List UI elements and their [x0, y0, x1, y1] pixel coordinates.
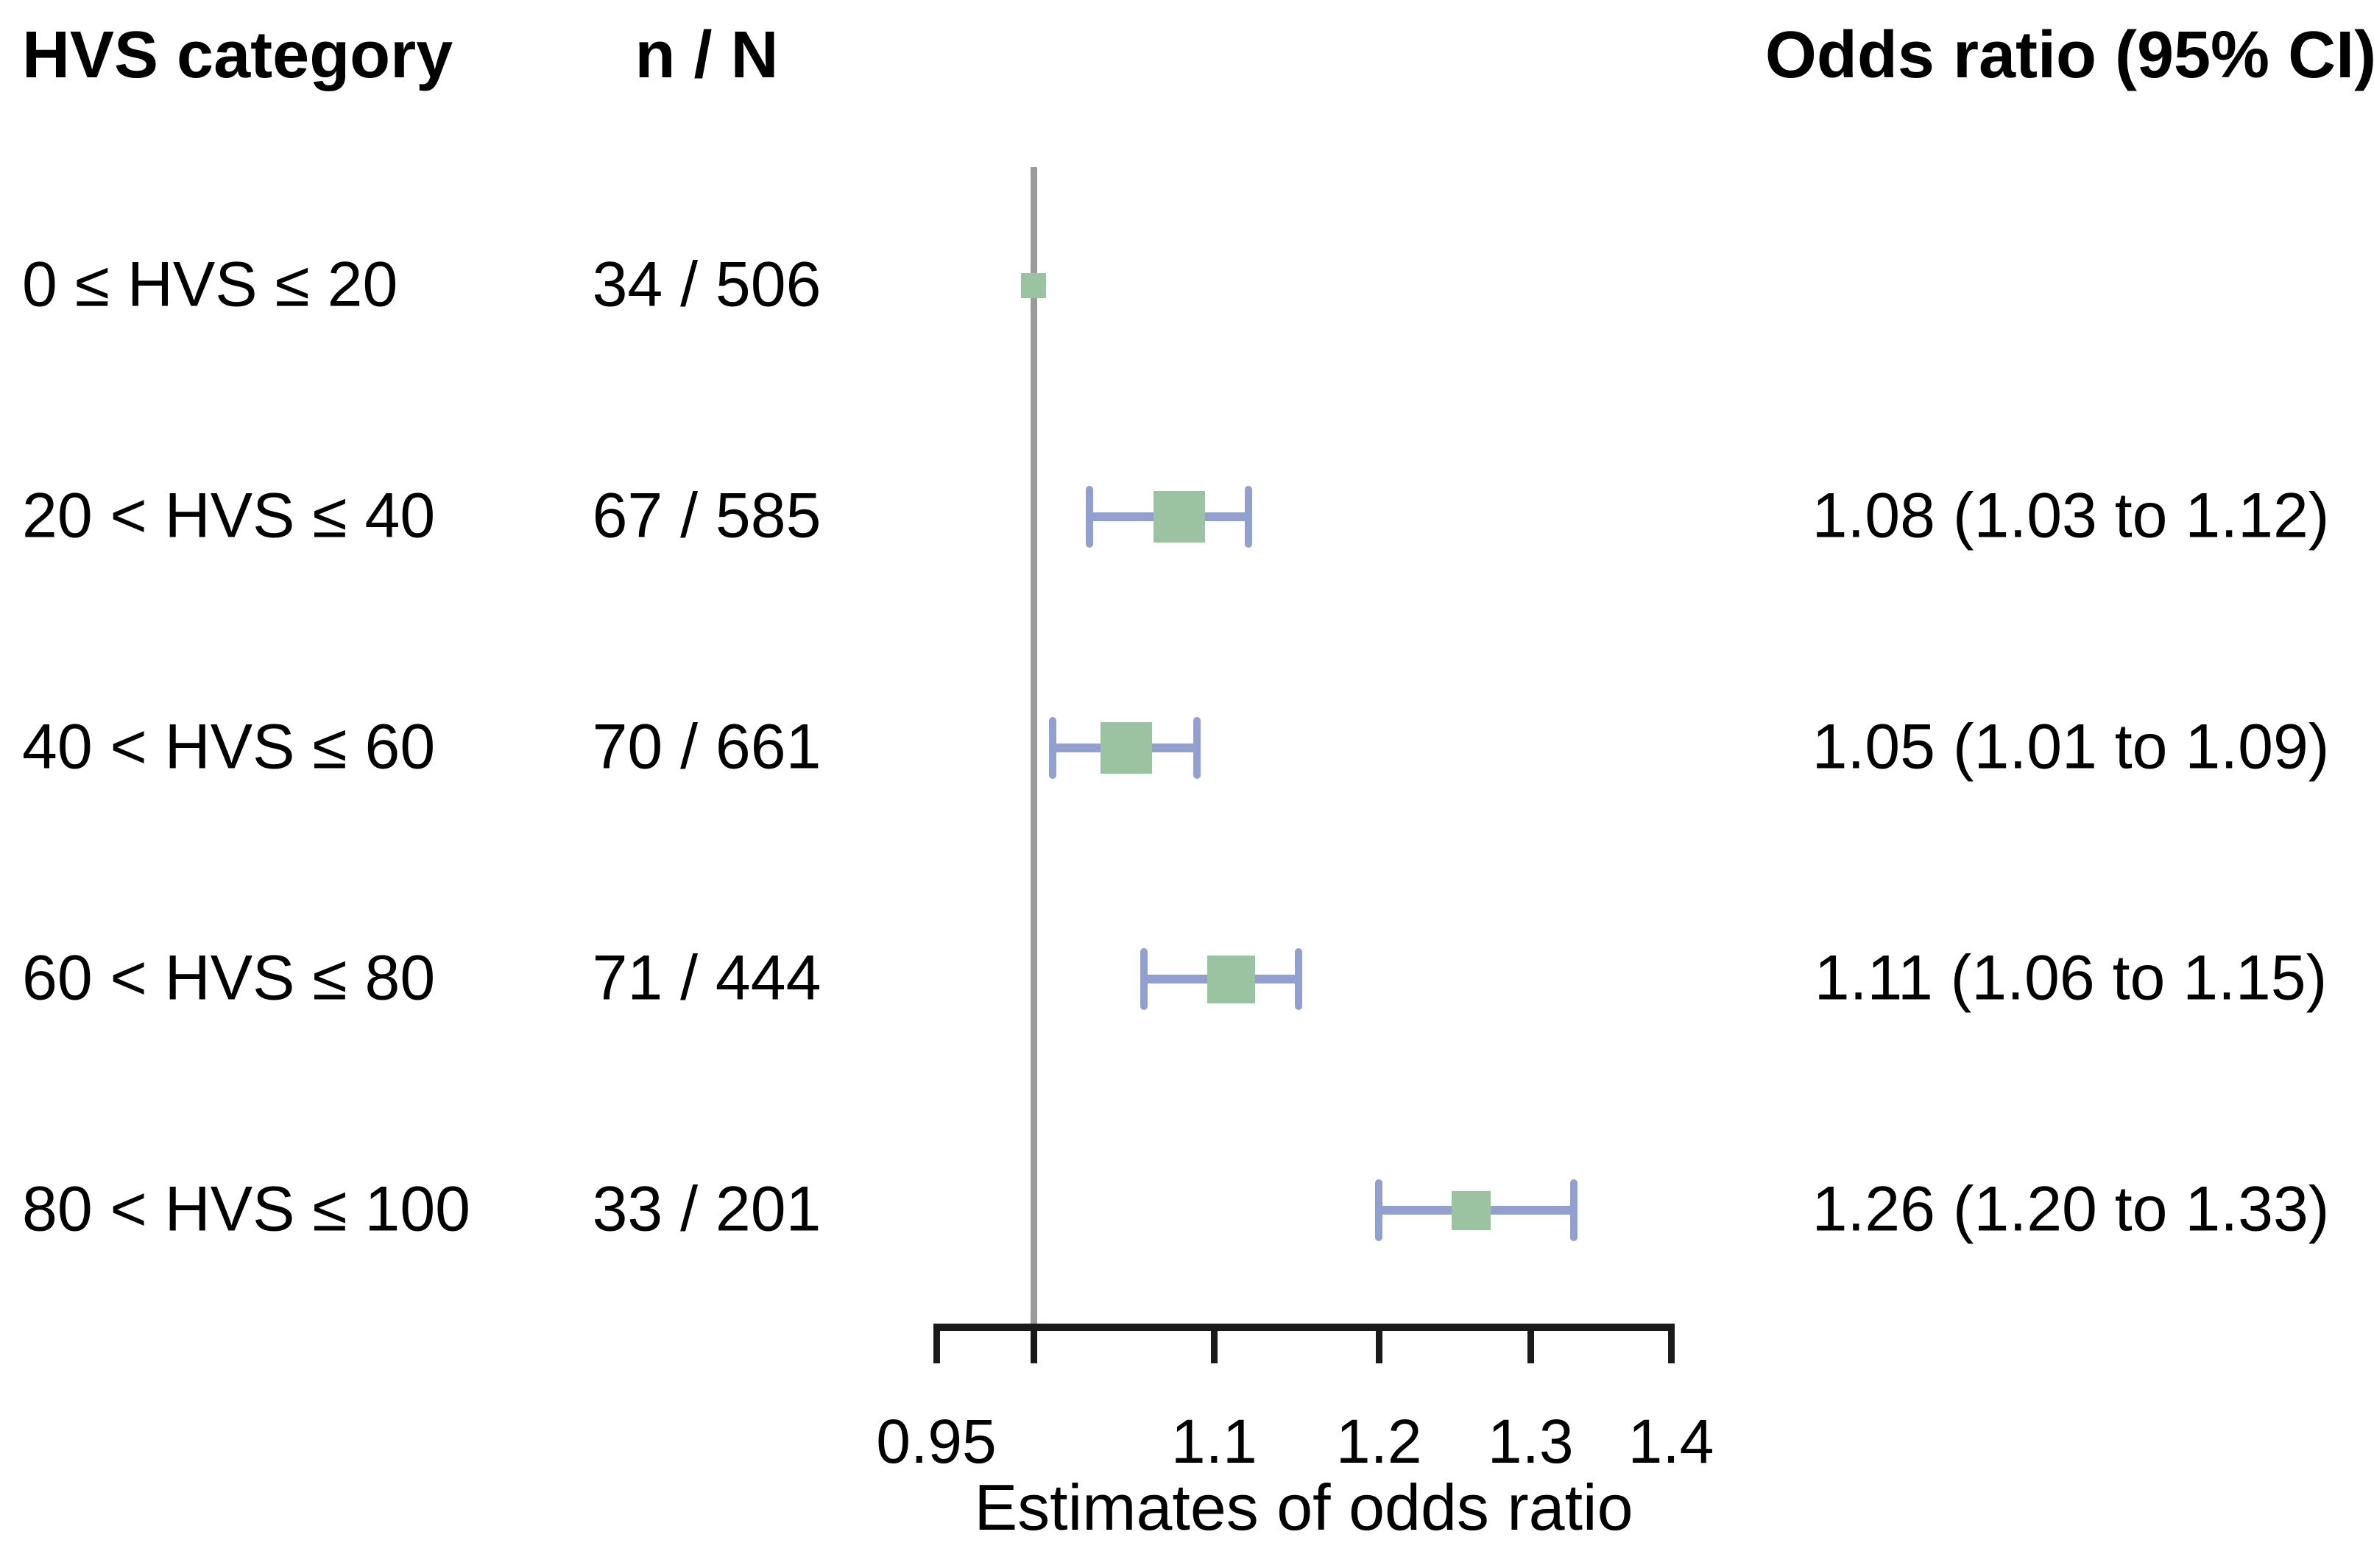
- row-category-label: 0 ≤ HVS ≤ 20: [22, 249, 398, 320]
- x-axis-tick: [1527, 1324, 1534, 1363]
- row-n-over-N-label: 67 / 585: [592, 480, 822, 551]
- row-odds-ratio-label: 1.08 (1.03 to 1.12): [1812, 480, 2330, 551]
- or-marker: [1100, 722, 1152, 774]
- ci-cap-left: [1086, 486, 1094, 548]
- x-axis-title: Estimates of odds ratio: [974, 1471, 1633, 1544]
- x-axis-tick-label: 1.2: [1335, 1407, 1422, 1476]
- x-axis-tick-label: 1.3: [1487, 1407, 1574, 1476]
- x-axis-tick: [1030, 1324, 1037, 1363]
- row-n-over-N-label: 33 / 201: [592, 1173, 822, 1245]
- or-marker: [1452, 1190, 1491, 1230]
- row-category-label: 40 < HVS ≤ 60: [22, 711, 436, 783]
- x-axis-tick-label: 1.1: [1170, 1407, 1257, 1476]
- x-axis-tick: [1375, 1324, 1382, 1363]
- x-axis-tick-label: 1.4: [1628, 1407, 1714, 1476]
- x-axis-tick: [1667, 1324, 1675, 1363]
- ci-cap-right: [1244, 486, 1252, 548]
- row-category-label: 60 < HVS ≤ 80: [22, 942, 436, 1014]
- column-header-hvs-category: HVS category: [22, 18, 453, 92]
- row-odds-ratio-label: 1.05 (1.01 to 1.09): [1812, 711, 2330, 783]
- or-marker: [1207, 955, 1256, 1003]
- row-n-over-N-label: 71 / 444: [592, 942, 822, 1014]
- ci-cap-left: [1048, 717, 1056, 779]
- row-n-over-N-label: 34 / 506: [592, 249, 822, 320]
- ci-cap-left: [1375, 1179, 1383, 1241]
- column-header-odds-ratio: Odds ratio (95% CI): [1764, 18, 2374, 92]
- x-axis-tick-label: 0.95: [876, 1407, 997, 1476]
- ci-cap-right: [1294, 948, 1302, 1010]
- or-marker: [1154, 491, 1206, 543]
- x-axis-line: [933, 1324, 1674, 1331]
- ci-cap-right: [1569, 1179, 1578, 1241]
- row-odds-ratio-label: 1.11 (1.06 to 1.15): [1814, 942, 2328, 1014]
- row-odds-ratio-label: 1.26 (1.20 to 1.33): [1812, 1173, 2330, 1245]
- reference-line: [1030, 167, 1037, 1324]
- row-category-label: 20 < HVS ≤ 40: [22, 480, 436, 551]
- or-marker: [1021, 273, 1046, 298]
- row-category-label: 80 < HVS ≤ 100: [22, 1173, 470, 1245]
- column-header-n-over-N: n / N: [635, 18, 779, 92]
- x-axis-tick: [1210, 1324, 1218, 1363]
- x-axis-tick: [933, 1324, 940, 1363]
- row-n-over-N-label: 70 / 661: [592, 711, 822, 783]
- ci-cap-left: [1140, 948, 1148, 1010]
- ci-cap-right: [1193, 717, 1201, 779]
